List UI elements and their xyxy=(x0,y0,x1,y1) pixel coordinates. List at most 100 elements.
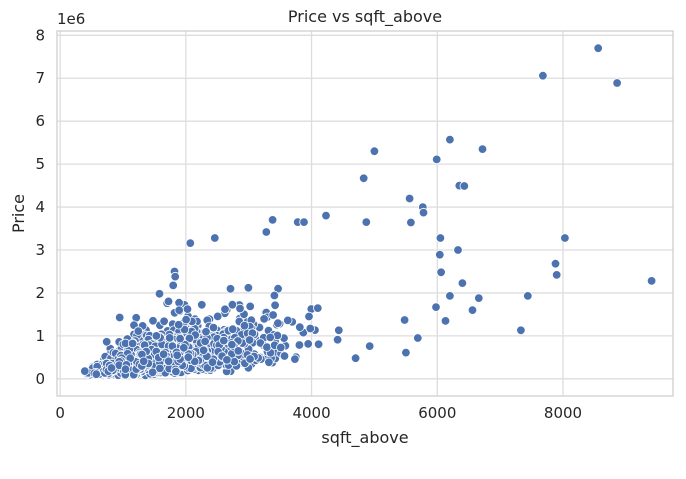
y-tick-label: 2 xyxy=(35,284,45,302)
data-point xyxy=(91,369,102,379)
data-point xyxy=(181,314,191,325)
data-point xyxy=(170,271,180,282)
data-point xyxy=(523,291,533,301)
data-point xyxy=(185,238,196,248)
x-tick-label: 8000 xyxy=(544,404,582,422)
data-point xyxy=(197,300,207,310)
data-point xyxy=(222,355,232,365)
data-point xyxy=(401,347,411,358)
data-point xyxy=(321,210,331,221)
data-point xyxy=(114,312,125,323)
data-point xyxy=(182,304,193,314)
data-point xyxy=(516,325,526,336)
data-point xyxy=(435,249,445,260)
axes-frame xyxy=(56,30,674,397)
y-tick-label: 8 xyxy=(35,26,45,44)
data-point xyxy=(365,341,375,351)
data-point xyxy=(201,327,211,337)
x-tick-label: 0 xyxy=(55,404,65,422)
y-tick-label: 1 xyxy=(35,327,45,345)
data-point xyxy=(207,357,218,367)
data-point xyxy=(155,363,165,374)
data-point xyxy=(163,356,174,367)
data-point xyxy=(239,321,250,331)
data-point xyxy=(151,331,162,341)
data-point xyxy=(290,354,300,364)
data-point xyxy=(303,339,313,349)
x-axis-label: sqft_above xyxy=(321,428,408,448)
data-point xyxy=(154,289,165,299)
data-point xyxy=(399,315,410,325)
data-point xyxy=(80,366,90,376)
data-point xyxy=(225,284,236,294)
data-point xyxy=(299,217,309,227)
data-point xyxy=(431,302,441,312)
data-point xyxy=(332,335,343,345)
data-point xyxy=(219,335,229,346)
data-point xyxy=(220,304,230,315)
data-point xyxy=(477,144,488,154)
data-point xyxy=(264,357,274,368)
data-point xyxy=(313,339,324,350)
data-point xyxy=(305,323,316,334)
y-tick-label: 3 xyxy=(35,241,45,259)
data-point xyxy=(359,173,369,184)
y-tick-label: 7 xyxy=(35,69,45,87)
data-point xyxy=(259,314,269,324)
data-point xyxy=(267,215,278,225)
tick-labels: 0 2000 4000 6000 8000 0 1 2 3 4 5 6 7 8 xyxy=(35,26,582,422)
y-tick-label: 4 xyxy=(35,198,45,216)
data-point xyxy=(227,300,238,310)
chart-title: Price vs sqft_above xyxy=(288,7,442,27)
data-point xyxy=(413,333,423,343)
data-point xyxy=(294,340,305,350)
data-point xyxy=(198,345,209,356)
data-point xyxy=(158,349,169,359)
data-point xyxy=(245,301,255,312)
data-point xyxy=(210,233,220,243)
y-axis-label: Price xyxy=(9,194,28,233)
data-point xyxy=(369,146,380,156)
data-point xyxy=(361,217,372,227)
y-tick-label: 6 xyxy=(35,112,45,130)
data-point xyxy=(612,78,622,88)
data-point xyxy=(212,311,223,322)
data-point xyxy=(262,342,272,352)
data-point xyxy=(593,43,603,53)
data-point xyxy=(445,134,455,145)
data-point xyxy=(175,333,185,344)
data-point xyxy=(467,305,478,315)
data-point xyxy=(120,364,131,374)
data-point xyxy=(418,207,429,218)
data-point xyxy=(101,337,112,347)
data-point xyxy=(646,276,657,286)
data-point xyxy=(313,303,323,313)
data-point xyxy=(270,300,280,311)
y-axis-offset-label: 1e6 xyxy=(57,10,85,28)
data-point xyxy=(200,336,210,347)
data-point xyxy=(404,193,415,204)
data-point xyxy=(243,283,254,293)
data-point xyxy=(265,332,275,343)
data-point xyxy=(560,233,570,243)
y-tick-label: 5 xyxy=(35,155,45,173)
data-point xyxy=(147,367,158,378)
data-point xyxy=(435,233,446,243)
data-point xyxy=(550,259,561,269)
grid-lines xyxy=(57,31,673,396)
x-tick-label: 6000 xyxy=(418,404,456,422)
data-point xyxy=(173,320,184,330)
data-point xyxy=(276,342,286,353)
data-point xyxy=(148,316,158,326)
data-point xyxy=(334,325,344,336)
data-point xyxy=(208,322,219,333)
data-point xyxy=(184,333,195,344)
data-point xyxy=(183,352,194,362)
data-point xyxy=(279,351,290,361)
data-point xyxy=(538,70,548,81)
data-point xyxy=(273,318,283,328)
data-point xyxy=(283,315,293,326)
data-point xyxy=(233,346,244,356)
data-point xyxy=(127,338,138,349)
